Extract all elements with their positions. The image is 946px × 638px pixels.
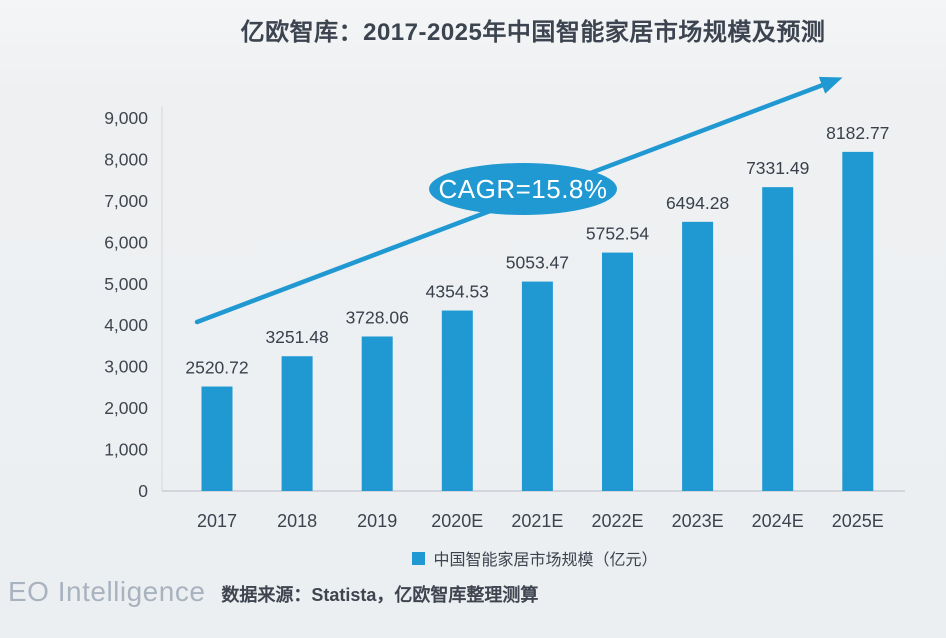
bar-value-label: 3251.48 xyxy=(265,327,328,347)
x-axis-label: 2018 xyxy=(277,511,317,531)
legend: 中国智能家居市场规模（亿元） xyxy=(162,546,908,570)
bar-2020E xyxy=(441,310,473,491)
legend-label: 中国智能家居市场规模（亿元） xyxy=(433,552,658,569)
x-axis-label: 2021E xyxy=(511,511,563,531)
chart-title: 亿欧智库：2017-2025年中国智能家居市场规模及预测 xyxy=(240,19,826,46)
bar-value-label: 7331.49 xyxy=(746,158,809,178)
bar-2018 xyxy=(281,356,313,491)
y-tick-label: 0 xyxy=(138,481,148,501)
bar-2023E xyxy=(682,221,714,491)
y-tick-label: 4,000 xyxy=(104,315,148,335)
brand-logo: EO Intelligence xyxy=(8,576,206,607)
y-tick-label: 2,000 xyxy=(104,398,148,418)
y-tick-label: 8,000 xyxy=(104,149,148,169)
x-axis-label: 2020E xyxy=(431,511,483,531)
bar-2019 xyxy=(361,336,393,491)
x-axis-label: 2025E xyxy=(832,511,884,531)
y-tick-label: 9,000 xyxy=(104,108,148,128)
x-axis-label: 2022E xyxy=(591,511,643,531)
y-tick-label: 3,000 xyxy=(104,357,148,377)
x-axis-label: 2023E xyxy=(672,511,724,531)
x-axis-label: 2019 xyxy=(357,511,397,531)
legend-swatch xyxy=(412,551,426,565)
bar-value-label: 4354.53 xyxy=(426,282,489,302)
y-tick-label: 6,000 xyxy=(104,232,148,252)
cagr-ellipse xyxy=(429,163,617,215)
bar-2022E xyxy=(602,252,633,491)
bar-2021E xyxy=(521,281,553,491)
x-axis-label: 2017 xyxy=(197,511,237,531)
cagr-label: CAGR=15.8% xyxy=(438,174,607,204)
bar-2025E xyxy=(842,151,874,492)
source-text: 数据来源：Statista，亿欧智库整理测算 xyxy=(221,585,539,605)
y-tick-label: 1,000 xyxy=(104,440,148,460)
bar-2017 xyxy=(201,386,233,491)
bar-value-label: 6494.28 xyxy=(666,193,729,213)
bar-value-label: 5752.54 xyxy=(586,224,650,244)
footer: EO Intelligence 数据来源：Statista，亿欧智库整理测算 xyxy=(8,576,946,608)
bar-value-label: 5053.47 xyxy=(506,253,569,273)
bar-value-label: 8182.77 xyxy=(826,123,889,143)
bar-value-label: 2520.72 xyxy=(185,358,248,378)
bar-value-label: 3728.06 xyxy=(346,307,409,327)
y-tick-label: 7,000 xyxy=(104,191,148,211)
bar-2024E xyxy=(762,187,794,492)
x-axis-label: 2024E xyxy=(752,511,804,531)
y-tick-label: 5,000 xyxy=(104,274,148,294)
